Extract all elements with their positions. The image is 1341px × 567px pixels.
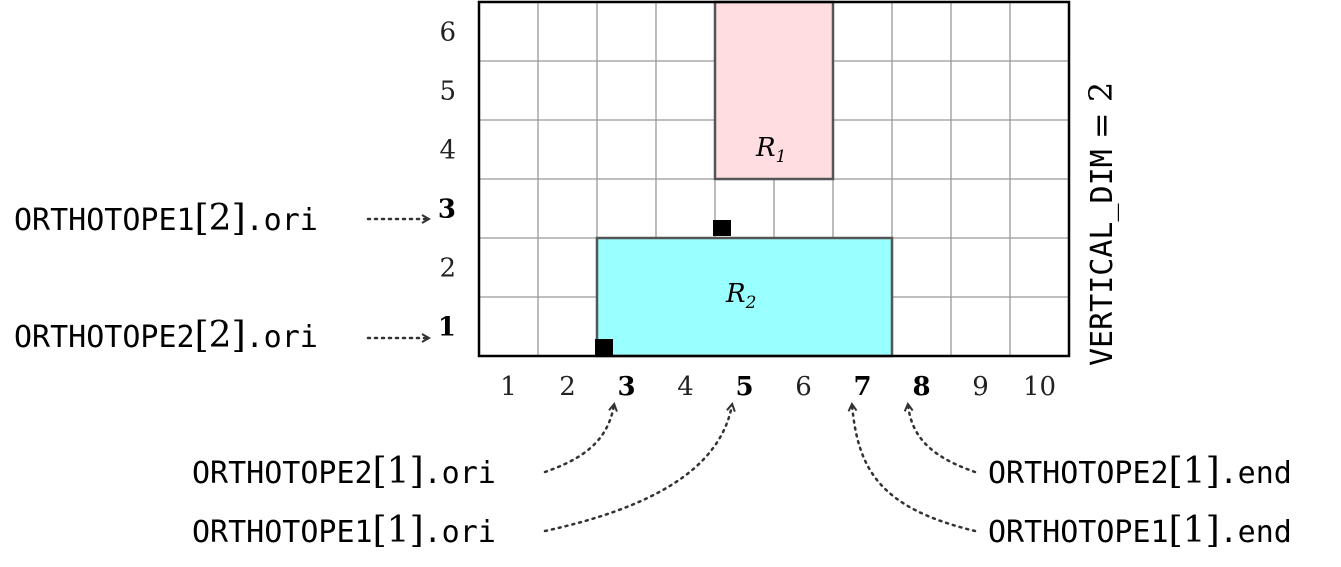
label-orthotope2-1-ori: ORTHOTOPE2[1].ori [192,451,496,492]
x-tick-labels: 1 2 3 4 5 6 7 8 9 10 [500,372,1056,402]
y-tick-label: 4 [439,136,456,166]
x-tick-label: 8 [912,372,930,402]
rectangle-r2 [595,236,894,358]
arrow-o2-1-ori [543,405,614,474]
origin-marker-r2 [595,339,613,355]
label-orthotope2-1-end: ORTHOTOPE2[1].end [988,451,1292,492]
vertical-dim-label: VERTICAL_DIM = 2 [1082,82,1120,366]
label-orthotope2-2-ori: ORTHOTOPE2[2].ori [14,315,318,356]
grid-frame [477,0,1071,358]
label-orthotope1-1-ori: ORTHOTOPE1[1].ori [192,510,496,551]
x-tick-label: 4 [677,372,694,402]
arrow-o2-1-end [908,405,977,474]
y-tick-label: 3 [438,195,456,225]
x-tick-label: 10 [1023,372,1056,402]
x-tick-label: 9 [972,372,989,402]
rectangles [595,0,894,358]
arrow-o1-1-end [852,405,977,533]
x-tick-label: 5 [735,372,753,402]
rect-label-r2: R2 [725,279,756,313]
rectangle-r1 [713,0,835,181]
origin-marker-r1 [713,220,731,236]
rect-label-r1: R1 [755,133,786,167]
arrow-o1-1-ori [543,405,732,533]
y-tick-label: 6 [439,18,456,48]
x-tick-label: 7 [853,372,871,402]
x-tick-label: 1 [500,372,517,402]
y-tick-label: 5 [439,77,456,107]
label-orthotope1-1-end: ORTHOTOPE1[1].end [988,510,1292,551]
x-tick-label: 2 [559,372,576,402]
label-orthotope1-2-ori: ORTHOTOPE1[2].ori [14,198,318,239]
x-tick-label: 6 [795,372,812,402]
y-tick-labels: 1 2 3 4 5 6 [438,18,456,343]
x-tick-label: 3 [617,372,635,402]
y-tick-label: 2 [439,254,456,284]
y-tick-label: 1 [438,313,456,343]
